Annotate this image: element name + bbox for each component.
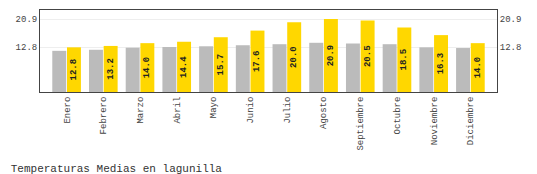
svg-text:Octubre: Octubre [393,97,403,135]
svg-text:15.7: 15.7 [216,54,226,76]
svg-text:Junio: Junio [246,97,256,124]
svg-text:18.5: 18.5 [399,49,409,71]
svg-text:12.8: 12.8 [16,43,38,53]
svg-text:Enero: Enero [63,97,73,124]
svg-text:14.4: 14.4 [179,56,189,78]
svg-text:20.9: 20.9 [16,15,38,25]
svg-text:Febrero: Febrero [99,97,109,135]
svg-text:Julio: Julio [283,97,293,124]
svg-text:Mayo: Mayo [209,97,219,119]
svg-text:Marzo: Marzo [136,97,146,124]
svg-text:20.5: 20.5 [363,45,373,67]
svg-text:16.3: 16.3 [436,53,446,75]
svg-text:Agosto: Agosto [319,97,329,129]
svg-text:14.0: 14.0 [473,57,483,79]
svg-text:12.8: 12.8 [69,59,79,81]
svg-text:20.0: 20.0 [289,46,299,68]
svg-text:Septiembre: Septiembre [356,97,366,151]
svg-text:Diciembre: Diciembre [466,97,476,146]
svg-text:Abril: Abril [173,97,183,124]
svg-text:12.8: 12.8 [500,43,522,53]
svg-text:13.2: 13.2 [106,58,116,80]
svg-text:20.9: 20.9 [326,45,336,67]
svg-text:20.9: 20.9 [500,15,522,25]
svg-text:Noviembre: Noviembre [430,97,440,146]
svg-text:17.6: 17.6 [252,50,262,72]
svg-text:14.0: 14.0 [142,57,152,79]
svg-text:Temperaturas Medias en lagunil: Temperaturas Medias en lagunilla [11,163,223,174]
